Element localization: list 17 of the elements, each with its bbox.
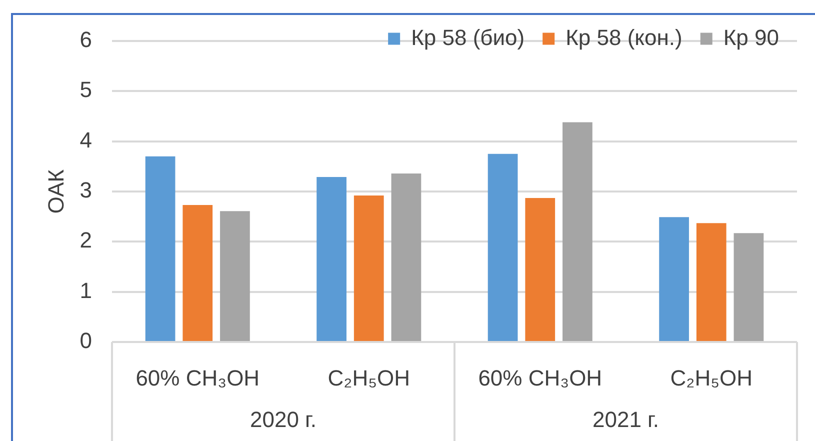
y-axis-title: ОАК	[43, 169, 68, 214]
y-tick-label: 5	[80, 77, 92, 102]
y-tick-label: 4	[80, 127, 92, 152]
x-tick-label: C₂H₅OH	[670, 365, 752, 390]
y-tick-label: 3	[80, 178, 92, 203]
legend-label: Кр 58 (кон.)	[566, 24, 682, 50]
y-tick-label: 6	[80, 27, 92, 52]
x-tick-label: C₂H₅OH	[328, 365, 410, 390]
text: 2020 г.	[250, 407, 317, 432]
legend-label: Кр 58 (био)	[411, 24, 525, 50]
text: 2021 г.	[592, 407, 660, 432]
x-tick-label: 60% CH₃OH	[478, 365, 602, 390]
y-tick-label: 2	[80, 228, 92, 253]
legend-label: Кр 90	[723, 24, 780, 50]
x-tick-label: 60% CH₃OH	[136, 365, 260, 390]
y-tick-label: 1	[80, 278, 92, 303]
y-tick-label: 0	[80, 328, 92, 354]
